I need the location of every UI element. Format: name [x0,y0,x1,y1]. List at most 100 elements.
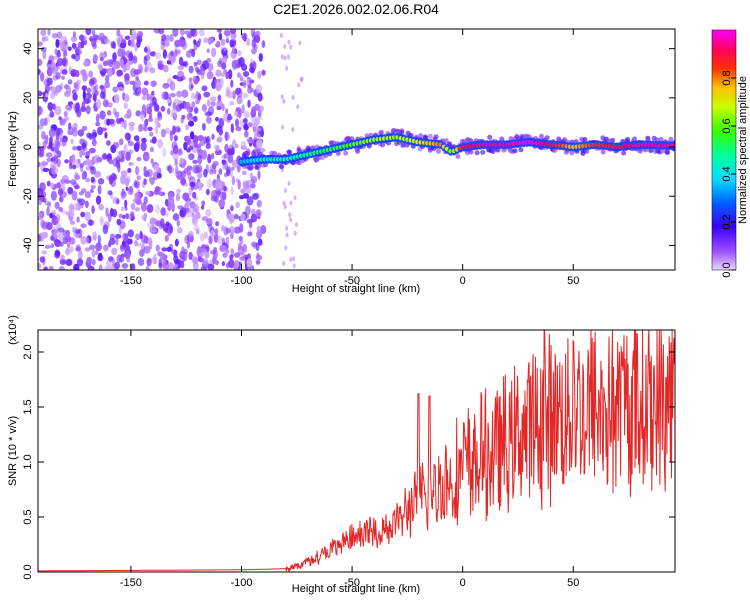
noise-cell [177,65,184,71]
noise-cell [256,252,260,258]
figure-title: C2E1.2026.002.02.06.R04 [273,1,439,17]
noise-cell [116,218,122,226]
noise-cell [102,224,109,235]
noise-cell [256,199,262,208]
noise-cell [82,90,86,100]
noise-cell [77,158,81,164]
noise-cell [97,234,101,245]
noise-cell [282,260,286,266]
noise-cell [71,42,77,49]
noise-cell [97,126,103,136]
noise-cell [215,82,222,92]
noise-cell [73,263,80,270]
noise-cell [140,110,145,116]
noise-cell [162,49,167,59]
noise-cell [124,175,131,184]
noise-cell [225,236,230,246]
noise-cell [234,213,239,220]
ridge-halo-cell [343,150,349,156]
noise-cell [185,124,189,130]
noise-cell [225,71,230,80]
noise-cell [284,188,287,194]
ridge-halo-cell [487,134,493,140]
noise-cell [38,146,42,156]
colorbar-tick-label: 0.0 [721,262,733,277]
noise-cell [140,141,147,152]
noise-cell [81,101,85,111]
noise-cell [219,72,227,77]
noise-cell [241,141,246,149]
noise-cell [199,252,205,257]
noise-cell [58,266,65,270]
noise-cell [240,75,244,82]
noise-cell [149,146,154,153]
noise-cell [223,172,228,178]
noise-cell [198,69,206,76]
noise-cell [180,260,185,269]
noise-cell [98,64,104,71]
noise-cell [206,188,210,196]
noise-cell [186,112,193,121]
colorbar-tick-label: 0.2 [721,214,733,229]
noise-cell [46,77,53,86]
noise-cell [44,244,51,249]
spectrogram-panel: -150 -100 -50 0 50 -40 -20 0 20 40 Height of str… [7,28,676,295]
noise-cell [214,228,219,235]
noise-cell [112,60,117,71]
noise-cell [146,49,152,56]
noise-cell [103,244,109,252]
noise-cell [180,29,185,36]
noise-cell [80,39,85,49]
noise-cell [201,85,208,92]
noise-cell [252,193,259,201]
noise-cell [61,175,69,182]
noise-cell [174,158,178,167]
noise-cell [117,48,123,57]
noise-cell [230,205,234,212]
x-tick-label: -150 [120,577,142,589]
noise-cell [56,31,63,39]
noise-cell [41,250,47,255]
noise-cell [123,119,127,130]
noise-cell [74,70,80,78]
noise-cell [61,69,68,75]
noise-cell [106,67,114,77]
ridge-halo-cell [569,150,575,156]
noise-cell [184,197,192,203]
noise-cell [144,118,149,127]
noise-cell [207,263,215,270]
snr-y-ticks: 0.0 0.5 1.0 1.5 2.0 [22,344,675,580]
noise-cell [293,230,297,236]
noise-cell [174,238,179,247]
noise-cell [124,132,131,141]
noise-cell [48,141,53,149]
noise-cell [154,52,162,60]
noise-cell [166,246,172,252]
noise-cell [134,192,141,200]
noise-cell [92,94,96,101]
noise-cell [215,117,220,122]
noise-cell [67,101,74,106]
noise-cell [173,135,178,142]
x-tick-label: -150 [120,275,142,287]
noise-cell [206,217,213,226]
noise-cell [135,75,139,81]
noise-cell [71,54,76,59]
noise-cell [95,195,102,205]
noise-cell [191,92,195,100]
noise-cell [38,69,42,74]
noise-cell [50,109,54,117]
ridge-halo-cell [538,133,544,139]
noise-cell [221,261,225,267]
noise-cell [130,38,135,48]
noise-cell [106,140,111,146]
noise-cell [41,231,49,239]
noise-cell [85,237,90,244]
noise-cell [247,139,254,144]
noise-cell [164,234,169,242]
noise-cell [135,233,141,241]
noise-cell [143,245,151,254]
noise-cell [205,137,210,143]
noise-cell [50,147,55,152]
